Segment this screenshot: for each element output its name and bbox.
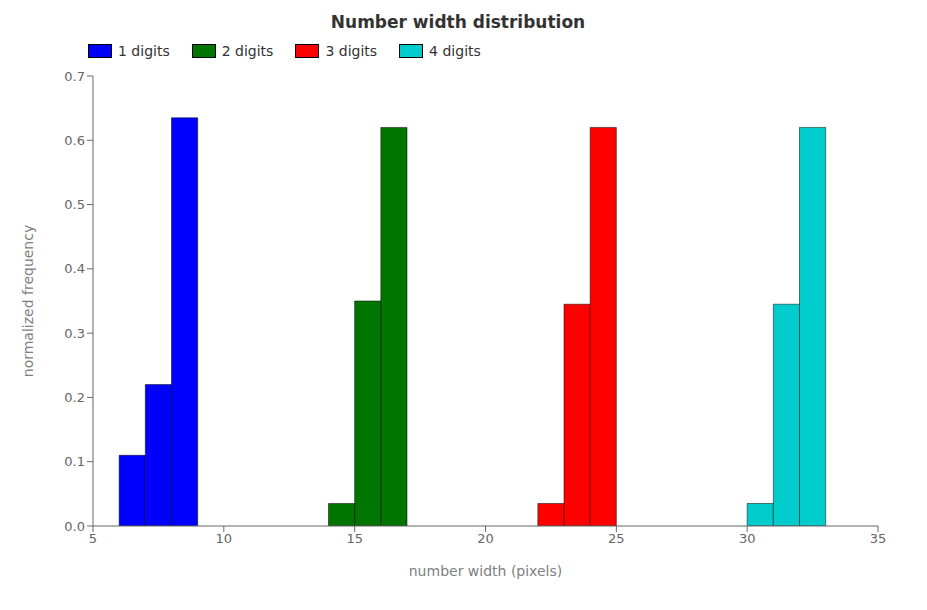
html-text:1 digits: 1 digits bbox=[118, 43, 170, 59]
svg-text:0.1: 0.1 bbox=[64, 454, 85, 469]
svg-text:15: 15 bbox=[346, 531, 363, 546]
html-text:Number width distribution: Number width distribution bbox=[330, 12, 586, 32]
svg-text:10: 10 bbox=[216, 531, 233, 546]
svg-text:normalized frequency: normalized frequency bbox=[20, 225, 36, 377]
html-text:4 digits: 4 digits bbox=[429, 43, 481, 59]
svg-text:0.7: 0.7 bbox=[64, 69, 85, 84]
svg-text:number width (pixels): number width (pixels) bbox=[409, 563, 562, 579]
svg-text:0.0: 0.0 bbox=[64, 519, 85, 534]
svg-text:0.3: 0.3 bbox=[64, 326, 85, 341]
svg-text:30: 30 bbox=[739, 531, 756, 546]
svg-text:20: 20 bbox=[477, 531, 494, 546]
svg-text:0.4: 0.4 bbox=[64, 261, 85, 276]
html-text:3 digits: 3 digits bbox=[325, 43, 378, 59]
svg-text:25: 25 bbox=[608, 531, 625, 546]
svg-text:0.5: 0.5 bbox=[64, 197, 85, 212]
html-text:2 digits: 2 digits bbox=[221, 43, 274, 59]
svg-text:0.2: 0.2 bbox=[64, 390, 85, 405]
svg-text:5: 5 bbox=[89, 531, 97, 546]
svg-text:0.6: 0.6 bbox=[64, 133, 85, 148]
svg-text:35: 35 bbox=[870, 531, 887, 546]
